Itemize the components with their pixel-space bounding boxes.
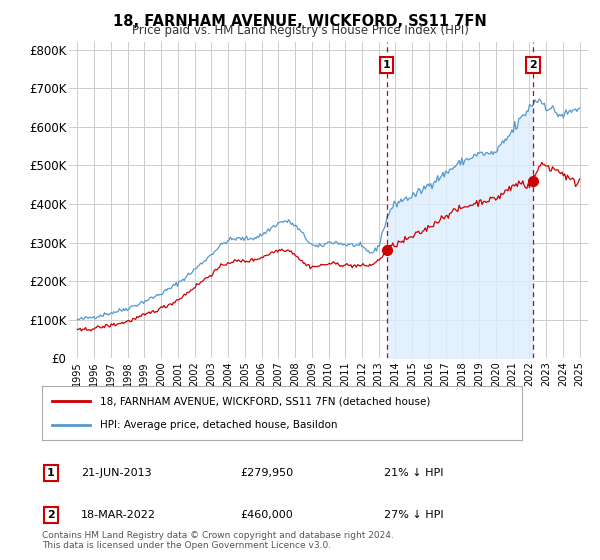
Text: 18, FARNHAM AVENUE, WICKFORD, SS11 7FN (detached house): 18, FARNHAM AVENUE, WICKFORD, SS11 7FN (… [100, 396, 430, 407]
Text: 21% ↓ HPI: 21% ↓ HPI [384, 468, 443, 478]
Text: 1: 1 [383, 60, 391, 70]
Text: Price paid vs. HM Land Registry's House Price Index (HPI): Price paid vs. HM Land Registry's House … [131, 24, 469, 37]
Text: 27% ↓ HPI: 27% ↓ HPI [384, 510, 443, 520]
Text: 2: 2 [529, 60, 537, 70]
Text: Contains HM Land Registry data © Crown copyright and database right 2024.
This d: Contains HM Land Registry data © Crown c… [42, 530, 394, 550]
Text: 18-MAR-2022: 18-MAR-2022 [81, 510, 156, 520]
Text: 1: 1 [47, 468, 55, 478]
Text: 2: 2 [47, 510, 55, 520]
Text: £460,000: £460,000 [240, 510, 293, 520]
Text: 21-JUN-2013: 21-JUN-2013 [81, 468, 152, 478]
Text: HPI: Average price, detached house, Basildon: HPI: Average price, detached house, Basi… [100, 419, 337, 430]
Text: 18, FARNHAM AVENUE, WICKFORD, SS11 7FN: 18, FARNHAM AVENUE, WICKFORD, SS11 7FN [113, 14, 487, 29]
Text: £279,950: £279,950 [240, 468, 293, 478]
